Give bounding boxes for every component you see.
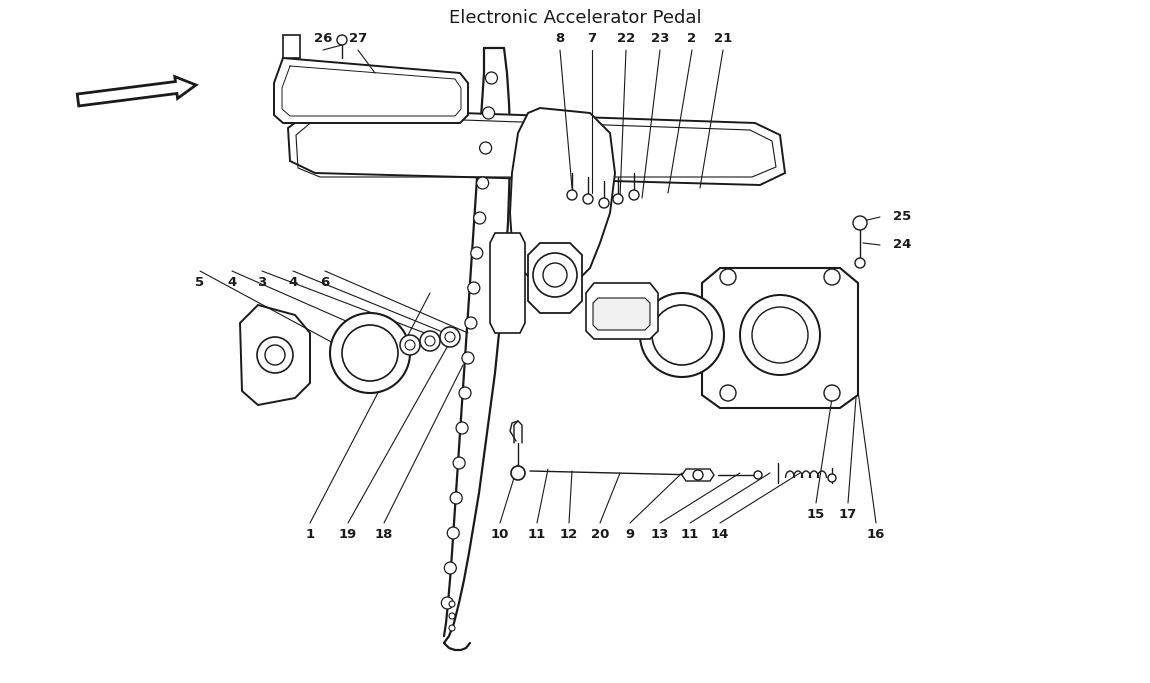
Text: 12: 12 bbox=[560, 529, 578, 542]
FancyArrow shape bbox=[77, 76, 196, 106]
Circle shape bbox=[854, 258, 865, 268]
Text: 18: 18 bbox=[375, 529, 393, 542]
Polygon shape bbox=[240, 305, 310, 405]
Text: 19: 19 bbox=[339, 529, 358, 542]
Polygon shape bbox=[490, 233, 526, 333]
Text: 6: 6 bbox=[321, 277, 330, 290]
Circle shape bbox=[853, 216, 867, 230]
Text: 4: 4 bbox=[228, 277, 237, 290]
Circle shape bbox=[444, 562, 457, 574]
Circle shape bbox=[470, 247, 483, 259]
Circle shape bbox=[613, 194, 623, 204]
Polygon shape bbox=[593, 298, 650, 330]
Circle shape bbox=[474, 212, 485, 224]
Circle shape bbox=[448, 625, 455, 631]
Text: 4: 4 bbox=[289, 277, 298, 290]
Text: 27: 27 bbox=[348, 31, 367, 44]
Text: 14: 14 bbox=[711, 529, 729, 542]
Polygon shape bbox=[288, 108, 785, 185]
Text: 16: 16 bbox=[867, 529, 886, 542]
Circle shape bbox=[480, 142, 491, 154]
Circle shape bbox=[342, 325, 398, 381]
Circle shape bbox=[754, 471, 762, 479]
Circle shape bbox=[405, 340, 415, 350]
Circle shape bbox=[825, 385, 840, 401]
Circle shape bbox=[337, 35, 347, 45]
Circle shape bbox=[459, 387, 471, 399]
Text: 15: 15 bbox=[807, 509, 826, 522]
Polygon shape bbox=[283, 35, 300, 58]
Text: 8: 8 bbox=[555, 31, 565, 44]
Circle shape bbox=[693, 470, 703, 480]
Circle shape bbox=[511, 466, 526, 480]
Text: 7: 7 bbox=[588, 31, 597, 44]
Polygon shape bbox=[509, 108, 615, 288]
Text: 24: 24 bbox=[894, 238, 911, 251]
Text: Electronic Accelerator Pedal: Electronic Accelerator Pedal bbox=[448, 9, 702, 27]
Text: 1: 1 bbox=[306, 529, 315, 542]
Circle shape bbox=[447, 527, 459, 539]
Text: 10: 10 bbox=[491, 529, 509, 542]
Text: 25: 25 bbox=[894, 210, 911, 223]
Text: 26: 26 bbox=[314, 31, 332, 44]
Circle shape bbox=[567, 190, 577, 200]
Circle shape bbox=[453, 457, 465, 469]
Text: 9: 9 bbox=[626, 529, 635, 542]
Circle shape bbox=[442, 597, 453, 609]
Text: 20: 20 bbox=[591, 529, 610, 542]
Circle shape bbox=[420, 331, 440, 351]
Circle shape bbox=[330, 313, 411, 393]
Circle shape bbox=[462, 352, 474, 364]
Circle shape bbox=[752, 307, 808, 363]
Polygon shape bbox=[586, 283, 658, 339]
Circle shape bbox=[465, 317, 477, 329]
Circle shape bbox=[476, 177, 489, 189]
Circle shape bbox=[445, 332, 455, 342]
Circle shape bbox=[828, 474, 836, 482]
Polygon shape bbox=[682, 469, 714, 481]
Polygon shape bbox=[274, 58, 468, 123]
Circle shape bbox=[457, 422, 468, 434]
Circle shape bbox=[440, 327, 460, 347]
Circle shape bbox=[426, 336, 435, 346]
Circle shape bbox=[825, 269, 840, 285]
Circle shape bbox=[599, 198, 610, 208]
Text: 5: 5 bbox=[196, 277, 205, 290]
Text: 17: 17 bbox=[838, 509, 857, 522]
Text: 21: 21 bbox=[714, 31, 733, 44]
Polygon shape bbox=[528, 243, 582, 313]
Circle shape bbox=[739, 295, 820, 375]
Circle shape bbox=[720, 269, 736, 285]
Text: 3: 3 bbox=[258, 277, 267, 290]
Circle shape bbox=[583, 194, 593, 204]
Circle shape bbox=[256, 337, 293, 373]
Text: 22: 22 bbox=[616, 31, 635, 44]
Circle shape bbox=[720, 385, 736, 401]
Circle shape bbox=[468, 282, 480, 294]
Text: 11: 11 bbox=[528, 529, 546, 542]
Polygon shape bbox=[702, 268, 858, 408]
Circle shape bbox=[400, 335, 420, 355]
Circle shape bbox=[448, 613, 455, 619]
Circle shape bbox=[629, 190, 639, 200]
Circle shape bbox=[641, 293, 724, 377]
Circle shape bbox=[483, 107, 494, 119]
Circle shape bbox=[448, 601, 455, 607]
Circle shape bbox=[450, 492, 462, 504]
Circle shape bbox=[264, 345, 285, 365]
Circle shape bbox=[485, 72, 498, 84]
Circle shape bbox=[543, 263, 567, 287]
Text: 11: 11 bbox=[681, 529, 699, 542]
Circle shape bbox=[532, 253, 577, 297]
Circle shape bbox=[652, 305, 712, 365]
Text: 23: 23 bbox=[651, 31, 669, 44]
Text: 2: 2 bbox=[688, 31, 697, 44]
Text: 13: 13 bbox=[651, 529, 669, 542]
